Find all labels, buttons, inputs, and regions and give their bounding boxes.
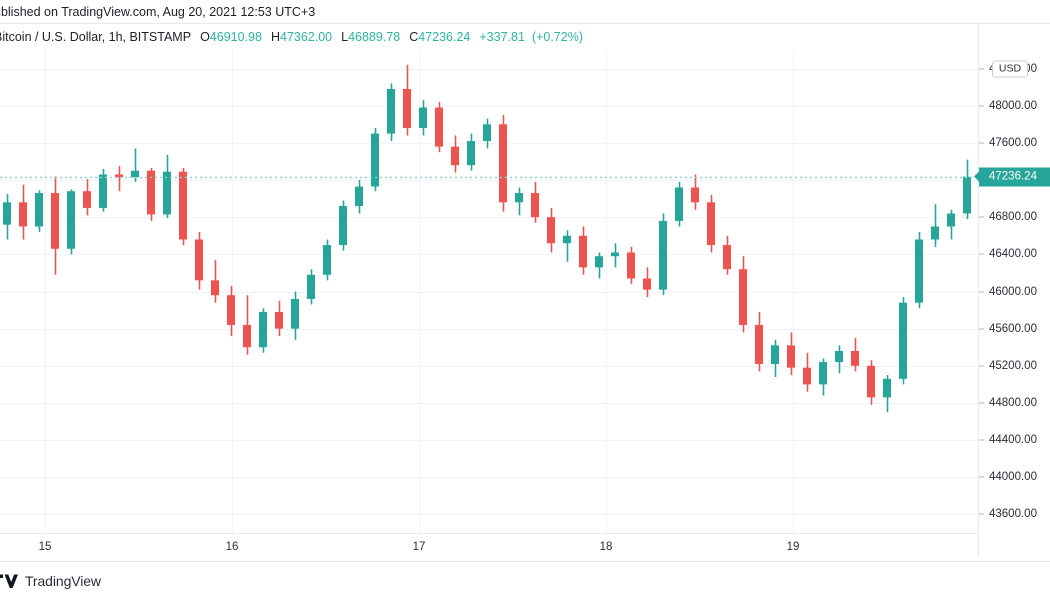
price-tick-dash	[979, 105, 984, 107]
ohlc-low-key: L	[341, 30, 349, 44]
currency-badge: USD	[992, 60, 1028, 78]
chart-legend[interactable]: Bitcoin / U.S. Dollar, 1h, BITSTAMP O 46…	[0, 24, 1044, 50]
ohlc-high: H 47362.00	[271, 30, 332, 44]
published-text: ublished on TradingView.com, Aug 20, 202…	[0, 4, 316, 19]
price-tick-label: 43600.00	[989, 508, 1037, 521]
tradingview-logo[interactable]: TradingView	[0, 573, 101, 590]
price-tick-label: 45600.00	[989, 322, 1037, 335]
price-tick-dash	[979, 216, 984, 218]
vertical-gridlines	[45, 50, 794, 533]
tradingview-logo-icon	[0, 574, 18, 588]
time-axis[interactable]: 15 16 17 18 19	[0, 533, 978, 561]
price-tick-dash	[979, 476, 984, 478]
ohlc-high-key: H	[270, 30, 280, 44]
ohlc-open-key: O	[200, 30, 210, 44]
price-tick-label: 46800.00	[989, 211, 1037, 224]
price-tick-dash	[979, 142, 984, 144]
price-tick-label: 46000.00	[989, 285, 1037, 298]
footer-divider	[0, 561, 1050, 562]
price-tick-dash	[979, 402, 984, 404]
time-tick-label: 18	[599, 541, 613, 553]
ohlc-low: L 46889.78	[341, 30, 400, 44]
price-tick-label: 48000.00	[989, 99, 1037, 112]
candle-series	[3, 64, 971, 413]
price-tick-dash	[979, 253, 984, 255]
current-price-value: 47236.24	[989, 170, 1037, 183]
time-tick-label: 17	[412, 541, 426, 553]
ohlc-close: C 47236.24	[409, 30, 470, 44]
price-axis[interactable]: 48400.0048000.0047600.0047200.0046800.00…	[974, 24, 1050, 557]
ohlc-open: O 46910.98	[200, 30, 262, 44]
chart-pane[interactable]	[0, 50, 978, 533]
price-tick-dash	[979, 439, 984, 441]
ohlc-close-key: C	[409, 30, 419, 44]
price-tick-dash	[979, 328, 984, 330]
ohlc-low-value: 46889.78	[348, 30, 401, 44]
horizontal-gridlines	[0, 69, 978, 515]
price-tick-dash	[979, 291, 984, 292]
change-absolute: +337.81	[479, 30, 525, 44]
time-tick-label: 16	[225, 541, 239, 553]
current-price-badge: 47236.24	[974, 167, 1050, 187]
tradingview-logo-text: TradingView	[25, 573, 101, 589]
price-tick-dash	[979, 513, 984, 515]
price-tick-label: 44400.00	[989, 434, 1037, 447]
price-tick-label: 46400.00	[989, 248, 1037, 261]
published-bar: ublished on TradingView.com, Aug 20, 202…	[0, 0, 1050, 24]
footer-bar: TradingView	[0, 562, 1050, 600]
price-tick-dash	[979, 68, 984, 70]
change-percent: (+0.72%)	[531, 30, 583, 44]
price-tick-label: 45200.00	[989, 359, 1037, 372]
symbol-title[interactable]: Bitcoin / U.S. Dollar, 1h, BITSTAMP	[0, 30, 192, 44]
candlestick-plot	[0, 50, 978, 533]
ohlc-close-value: 47236.24	[418, 30, 471, 44]
time-tick-label: 19	[786, 541, 800, 553]
time-tick-label: 15	[38, 541, 52, 553]
price-tick-label: 47600.00	[989, 136, 1037, 149]
ohlc-high-value: 47362.00	[279, 30, 333, 44]
price-tick-dash	[979, 365, 984, 367]
price-tick-label: 44000.00	[989, 471, 1037, 484]
ohlc-open-value: 46910.98	[209, 30, 262, 44]
price-tick-label: 44800.00	[989, 396, 1037, 409]
price-badge-arrow	[974, 171, 979, 182]
